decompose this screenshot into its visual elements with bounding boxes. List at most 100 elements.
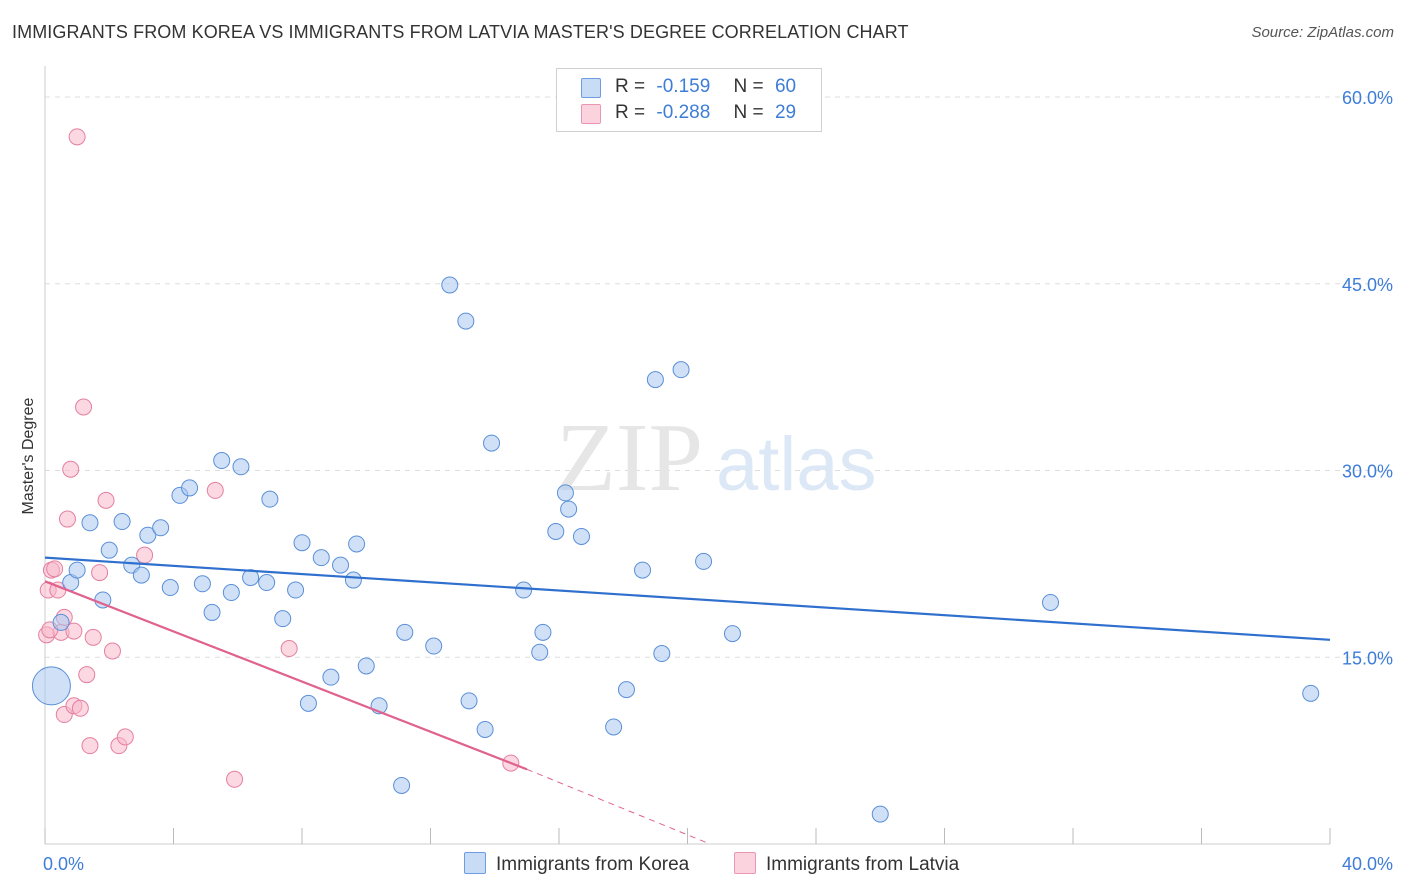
korea-point	[1042, 593, 1060, 611]
latvia-trend-extension	[526, 768, 711, 845]
x-tick-label: 40.0%	[1342, 854, 1393, 874]
korea-point	[322, 668, 340, 686]
korea-point	[1302, 684, 1320, 702]
correlation-legend: R = -0.159 N = 60 R = -0.288 N = 29	[556, 68, 822, 132]
axes	[44, 66, 1331, 845]
korea-n-value: 60	[774, 76, 797, 97]
latvia-point	[206, 481, 224, 499]
korea-point	[476, 720, 494, 738]
korea-point	[871, 805, 889, 823]
korea-trend-line	[44, 556, 1331, 641]
latvia-point	[46, 560, 64, 578]
korea-point	[312, 549, 330, 567]
korea-n-label: N =	[733, 76, 764, 97]
korea-point	[81, 514, 99, 532]
korea-point	[457, 312, 475, 330]
korea-point	[695, 552, 713, 570]
korea-point	[332, 556, 350, 574]
latvia-point	[226, 770, 244, 788]
y-tick-label: 15.0%	[1342, 648, 1393, 668]
latvia-point	[91, 564, 109, 582]
source-label: Source: ZipAtlas.com	[1251, 24, 1394, 41]
korea-point	[132, 566, 150, 584]
watermark-zip: ZIP	[556, 404, 703, 512]
korea-point	[460, 692, 478, 710]
korea-point	[560, 500, 578, 518]
korea-point	[232, 458, 250, 476]
korea-point	[222, 584, 240, 602]
latvia-n-label: N =	[733, 102, 764, 123]
korea-point	[293, 534, 311, 552]
korea-point	[261, 490, 279, 508]
latvia-trend-line	[44, 580, 528, 771]
korea-point	[515, 581, 533, 599]
y-tick-label: 30.0%	[1342, 462, 1393, 482]
bottom-latvia-label: Immigrants from Latvia	[766, 854, 960, 875]
korea-point	[152, 519, 170, 537]
watermark-atlas: atlas	[716, 422, 877, 507]
latvia-point	[71, 699, 89, 717]
trend-lines	[44, 556, 1331, 845]
korea-point	[653, 645, 671, 663]
korea-point	[31, 666, 71, 706]
y-tick-label: 45.0%	[1342, 275, 1393, 295]
bottom-legend-korea: Immigrants from Korea	[464, 852, 689, 876]
korea-point	[441, 276, 459, 294]
latvia-swatch	[581, 104, 601, 124]
korea-r-label: R =	[615, 76, 646, 97]
latvia-point	[84, 628, 102, 646]
latvia-point	[280, 640, 298, 658]
latvia-point	[116, 728, 134, 746]
korea-point	[646, 371, 664, 389]
y-axis-label: Master's Degree	[20, 397, 37, 514]
korea-point	[213, 452, 231, 470]
watermark: ZIP atlas	[556, 404, 877, 512]
latvia-point	[68, 128, 86, 146]
korea-point	[348, 535, 366, 553]
korea-point	[634, 561, 652, 579]
chart-title: IMMIGRANTS FROM KOREA VS IMMIGRANTS FROM…	[12, 22, 909, 42]
korea-point	[139, 526, 157, 544]
bottom-korea-label: Immigrants from Korea	[496, 854, 690, 875]
korea-point	[425, 637, 443, 655]
korea-point	[547, 523, 565, 541]
latvia-r-value: -0.288	[656, 102, 711, 123]
x-tick-label: 0.0%	[43, 854, 84, 874]
korea-point	[274, 610, 292, 628]
bottom-legend-latvia: Immigrants from Latvia	[734, 852, 959, 876]
latvia-point	[75, 398, 93, 416]
korea-point	[258, 574, 276, 592]
korea-point	[113, 513, 131, 531]
korea-point	[344, 571, 362, 589]
korea-point	[357, 657, 375, 675]
korea-point	[193, 575, 211, 593]
korea-point	[68, 561, 86, 579]
korea-swatch	[581, 78, 601, 98]
korea-point	[203, 603, 221, 621]
korea-point	[617, 681, 635, 699]
latvia-point	[97, 491, 115, 509]
korea-point	[572, 527, 590, 545]
latvia-point	[103, 642, 121, 660]
korea-point	[531, 643, 549, 661]
bottom-korea-swatch	[464, 852, 486, 874]
latvia-point	[58, 510, 76, 528]
korea-r-value: -0.159	[656, 76, 711, 97]
bottom-latvia-swatch	[734, 852, 756, 874]
korea-point	[52, 613, 70, 631]
latvia-point	[81, 737, 99, 755]
latvia-r-label: R =	[615, 102, 646, 123]
latvia-points	[38, 128, 520, 788]
korea-point	[181, 479, 199, 497]
latvia-n-value: 29	[774, 102, 797, 123]
korea-point	[534, 623, 552, 641]
latvia-point	[65, 622, 83, 640]
korea-point	[556, 484, 574, 502]
korea-point	[161, 579, 179, 597]
korea-point	[672, 361, 690, 379]
korea-point	[287, 581, 305, 599]
latvia-point	[62, 460, 80, 478]
korea-point	[605, 718, 623, 736]
korea-point	[242, 569, 260, 587]
